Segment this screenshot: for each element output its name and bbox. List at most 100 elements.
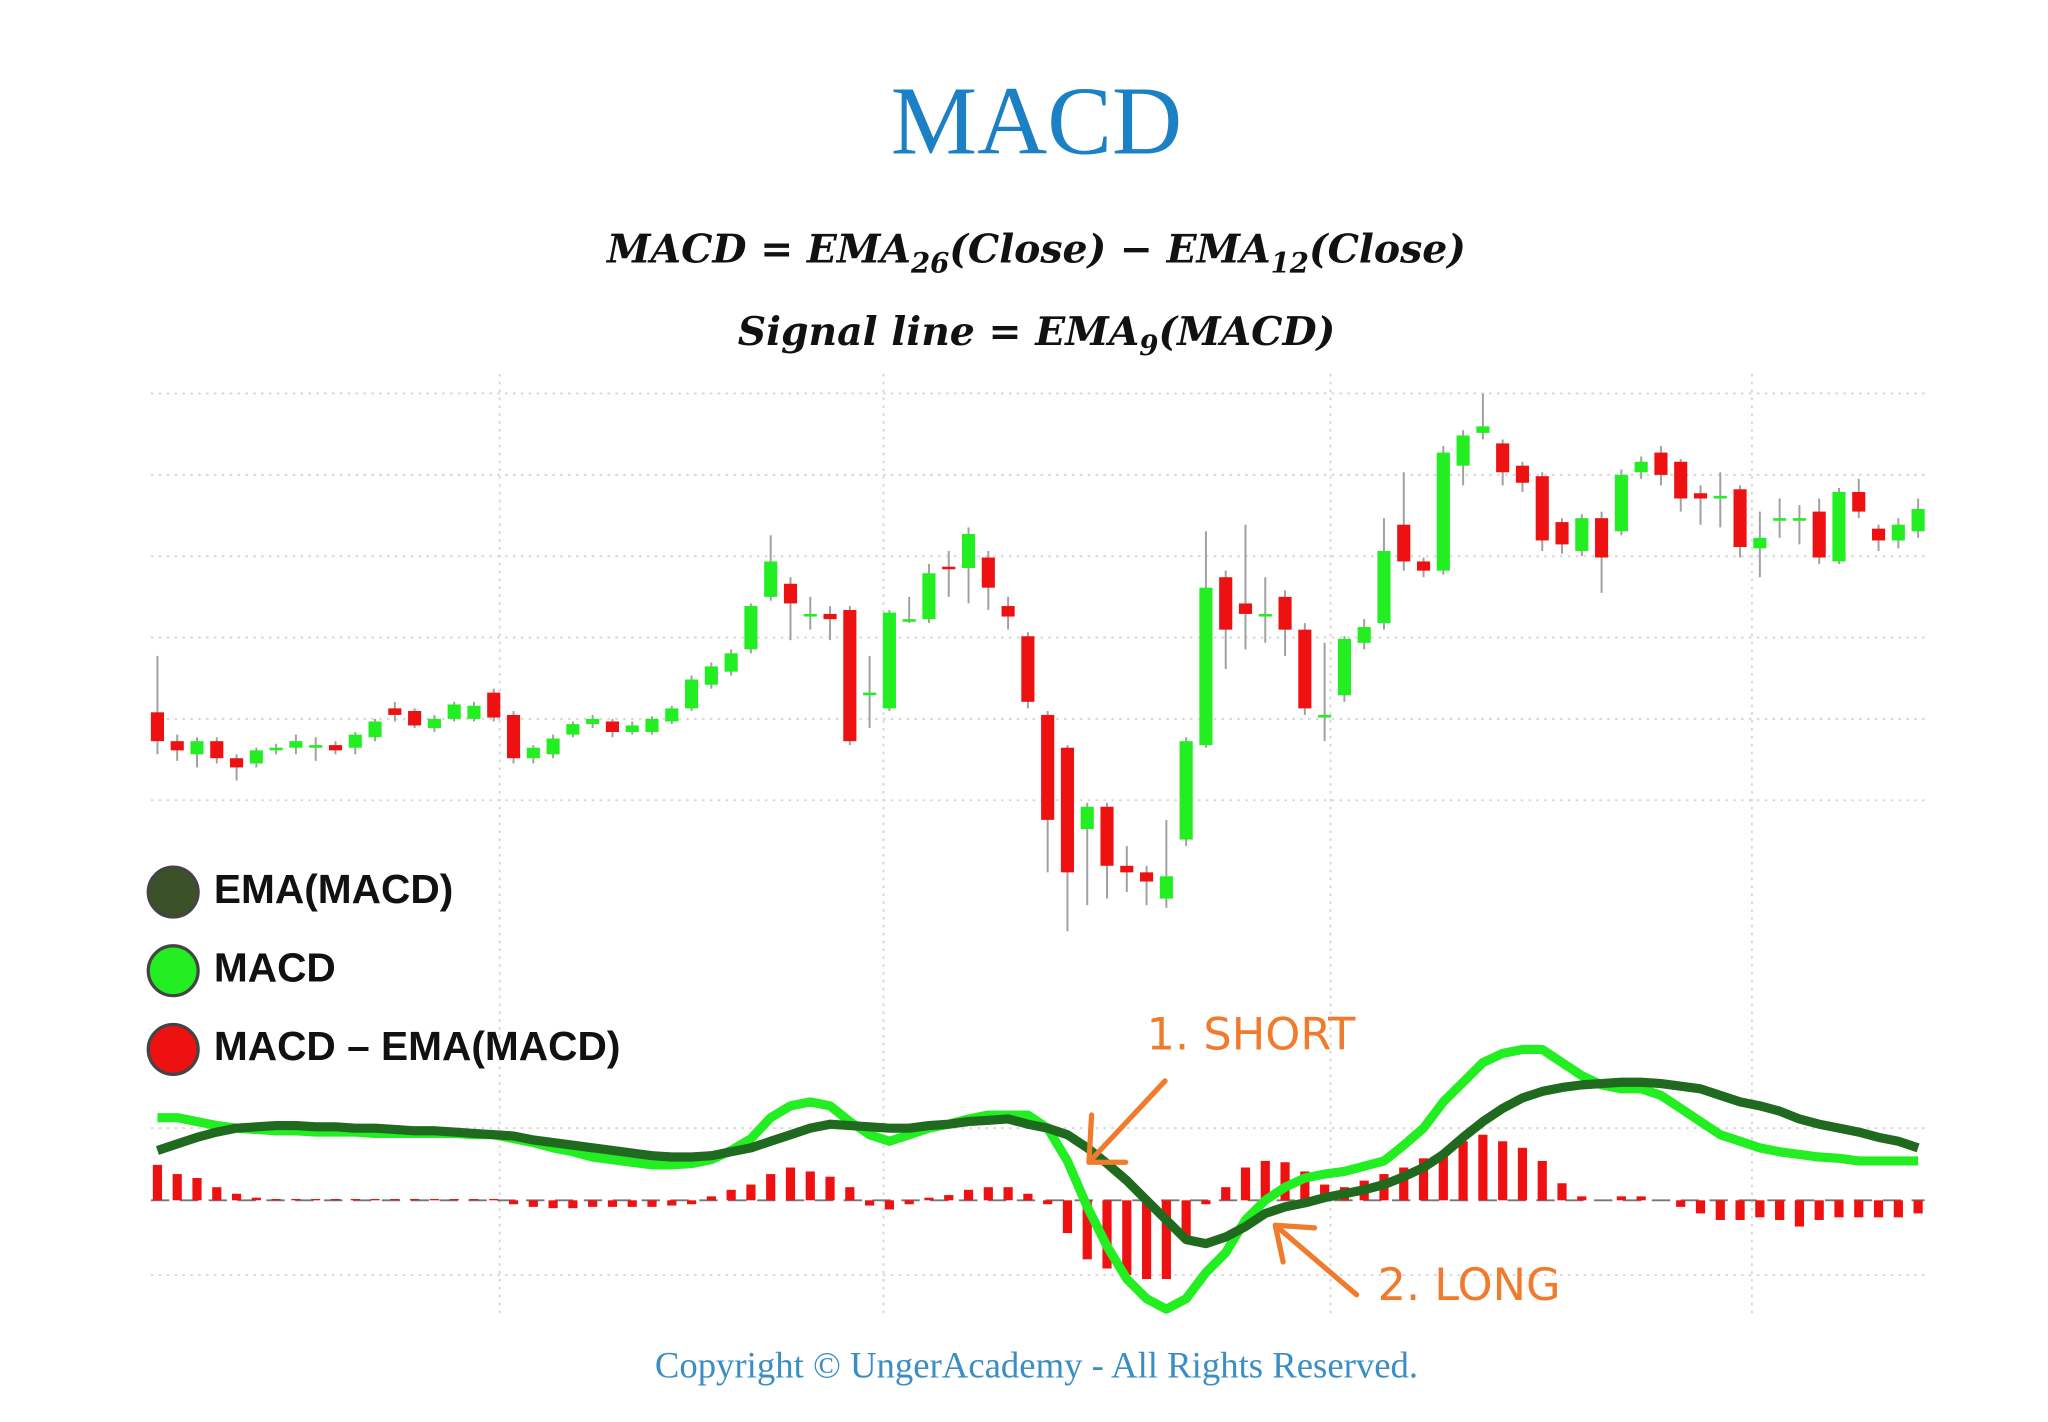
annotation: 2. LONG [1378, 1259, 1561, 1311]
histogram-bar [983, 1187, 993, 1201]
candle-body [1258, 613, 1272, 617]
annotation-arrows [1086, 1078, 1360, 1298]
candle-body [546, 738, 560, 755]
candle-body [1060, 747, 1075, 873]
histogram-bar [1320, 1184, 1330, 1201]
candle-body [150, 712, 164, 742]
candle-body [1476, 426, 1490, 433]
candle-body [1199, 587, 1213, 746]
candle-body [586, 718, 600, 725]
histogram-bar [588, 1200, 598, 1207]
histogram-bar [805, 1171, 815, 1201]
candle-body [289, 741, 303, 748]
candle-body [783, 583, 798, 604]
histogram-bar [1695, 1200, 1706, 1214]
candle-body [190, 741, 204, 755]
histogram-bar [785, 1167, 796, 1201]
histogram-bar [647, 1200, 657, 1207]
legend-swatch [146, 944, 200, 998]
formula-subscript: 26 [910, 248, 949, 280]
formula: Signal line = EMA9(MACD) [738, 309, 1336, 362]
legend-label: EMA(MACD) [214, 866, 453, 912]
histogram-bar [350, 1198, 360, 1201]
histogram-bar [1854, 1200, 1864, 1218]
candle-body [1397, 524, 1411, 562]
candle-body [368, 721, 382, 738]
candle-body [605, 721, 620, 732]
histogram-bar [311, 1198, 321, 1201]
histogram-bar [1181, 1200, 1191, 1240]
formula: MACD = EMA26(Close) − EMA12(Close) [605, 226, 1466, 279]
histogram-bar [1458, 1141, 1468, 1201]
candle-body [487, 692, 501, 718]
histogram-bar [1122, 1200, 1132, 1276]
candle-body [1535, 476, 1549, 541]
candle-body [408, 711, 422, 726]
histogram-bar [1676, 1200, 1686, 1207]
candle-body [1753, 537, 1767, 549]
candle-body [1120, 865, 1134, 873]
histogram-bar [1715, 1200, 1725, 1220]
histogram-bar [390, 1198, 400, 1201]
histogram-bar [449, 1198, 459, 1201]
histogram-bar [1003, 1187, 1013, 1201]
candle-body [1298, 629, 1312, 709]
candle-body [526, 747, 540, 759]
candle-body [902, 619, 916, 622]
candle-body [1001, 606, 1015, 617]
histogram-bar [1913, 1200, 1923, 1214]
candle-body [1041, 714, 1055, 820]
histogram-bar [1300, 1171, 1310, 1201]
candle-body [1871, 528, 1886, 541]
histogram-bar [1616, 1196, 1626, 1201]
histogram-bar [568, 1200, 578, 1209]
histogram-bar [152, 1164, 163, 1201]
histogram-bar [489, 1198, 499, 1201]
candle-body [566, 724, 580, 735]
histogram-bar [1399, 1167, 1409, 1201]
formula-subscript: 9 [1139, 330, 1158, 362]
candle-body [388, 708, 402, 715]
histogram-bar [1201, 1200, 1211, 1205]
histogram-bar [429, 1198, 439, 1201]
candle-body [1852, 491, 1866, 512]
candle-body [1812, 511, 1826, 558]
candle-body [1832, 491, 1846, 562]
histogram-bar [1517, 1147, 1528, 1201]
histogram-bar [904, 1200, 914, 1205]
candle-body [764, 561, 778, 597]
candle-body [427, 718, 441, 729]
candle-body [1733, 489, 1747, 548]
histogram-bar [1023, 1193, 1033, 1201]
annotation: 1. SHORT [1147, 1008, 1356, 1060]
histogram-bar [1893, 1200, 1903, 1218]
candle-body [625, 725, 639, 732]
candle-body [1891, 524, 1905, 541]
candle-body [1357, 627, 1371, 643]
histogram-bar [865, 1200, 875, 1206]
candle-body [942, 566, 956, 570]
candle-body [961, 533, 976, 569]
candle-body [328, 745, 343, 751]
candle-body [1278, 596, 1292, 630]
histogram-bar [1240, 1167, 1251, 1201]
histogram-bar [410, 1198, 420, 1201]
histogram-bar [1082, 1200, 1092, 1260]
candle-body [1318, 714, 1332, 718]
candle-body [1555, 522, 1569, 545]
histogram-bar [1438, 1151, 1448, 1201]
formula-text: MACD = EMA [605, 226, 911, 272]
candle-body [1238, 603, 1253, 614]
histogram-bar [1260, 1160, 1270, 1201]
histogram-bar [251, 1197, 261, 1201]
legend-label: MACD – EMA(MACD) [214, 1023, 621, 1069]
histogram-bar [706, 1196, 716, 1201]
histogram-bar [746, 1184, 756, 1201]
candle-body [724, 653, 738, 672]
formula-text: (Close) [1309, 226, 1466, 272]
candle-body [823, 613, 837, 620]
formula-subscript: 12 [1271, 248, 1309, 280]
candle-body [922, 573, 936, 620]
candle-body [665, 708, 679, 722]
